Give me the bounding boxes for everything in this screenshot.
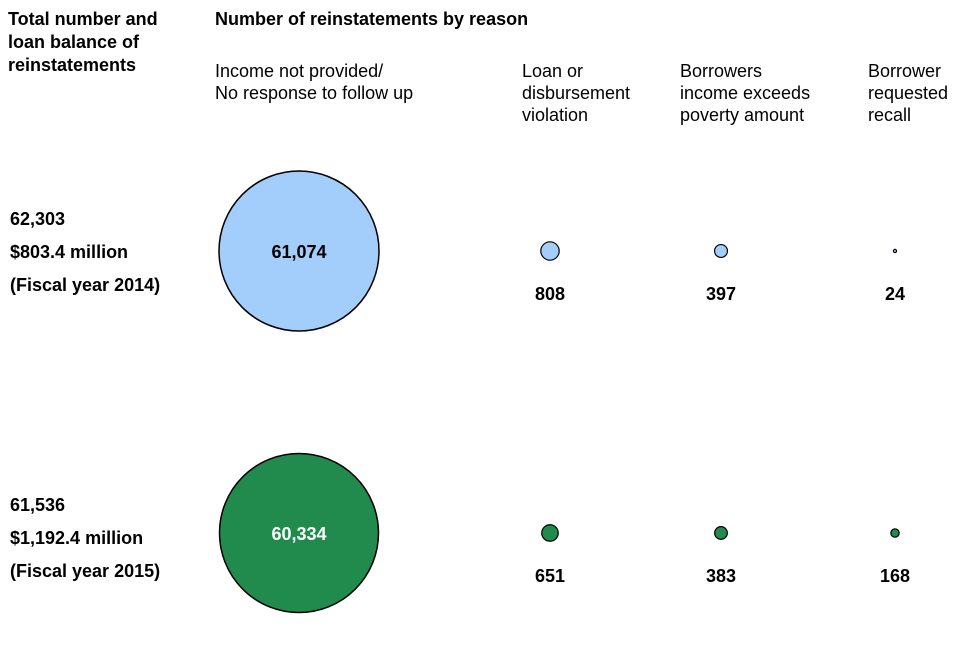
value-label: 61,074 <box>271 242 326 262</box>
category-header-line: Borrower <box>868 61 942 81</box>
bubble-fy2015-1 <box>541 524 559 542</box>
category-header-line: requested <box>868 83 949 103</box>
chart-title: Number of reinstatements by reason <box>215 9 529 29</box>
bubble-fy2015-2 <box>714 526 728 540</box>
value-label: 168 <box>880 566 910 586</box>
category-header-line: Borrowers <box>680 61 763 81</box>
bubble-fy2014-2 <box>713 243 729 259</box>
row-label-fy2014: 62,303 $803.4 million (Fiscal year 2014) <box>10 208 160 297</box>
bubble-fy2014-0 <box>218 170 380 332</box>
row-header: Total number and loan balance of reinsta… <box>8 9 158 75</box>
row-period: (Fiscal year 2015) <box>10 561 161 581</box>
bubble-fy2014-1 <box>540 241 560 261</box>
category-header-line: recall <box>868 105 912 125</box>
value-label: 60,334 <box>271 524 326 544</box>
row-balance: $1,192.4 million <box>10 528 144 548</box>
value-label: 24 <box>885 284 905 304</box>
category-header-line: poverty amount <box>680 105 805 125</box>
value-label: 397 <box>706 284 736 304</box>
category-header-income-exceeds-poverty: Borrowers income exceeds poverty amount <box>680 60 810 126</box>
category-header-borrower-recall: Borrower requested recall <box>868 60 948 126</box>
category-header-loan-violation: Loan or disbursement violation <box>522 60 630 126</box>
bubble-fy2014-3 <box>892 248 898 254</box>
row-period: (Fiscal year 2014) <box>10 275 161 295</box>
category-header-line: Loan or <box>522 61 584 81</box>
row-total: 62,303 <box>10 209 66 229</box>
category-header-line: Income not provided/ <box>215 61 384 81</box>
category-header-line: disbursement <box>522 83 631 103</box>
value-label: 808 <box>535 284 565 304</box>
value-label: 651 <box>535 566 565 586</box>
row-label-fy2015: 61,536 $1,192.4 million (Fiscal year 201… <box>10 494 160 583</box>
category-header-line: No response to follow up <box>215 83 414 103</box>
value-label: 383 <box>706 566 736 586</box>
bubble-fy2015-0 <box>218 452 380 614</box>
bubble-fy2015-3 <box>890 528 900 538</box>
category-header-income-not-provided: Income not provided/ No response to foll… <box>215 60 413 104</box>
category-header-line: income exceeds <box>680 83 811 103</box>
category-header-line: violation <box>522 105 589 125</box>
row-balance: $803.4 million <box>10 242 129 262</box>
row-total: 61,536 <box>10 495 66 515</box>
